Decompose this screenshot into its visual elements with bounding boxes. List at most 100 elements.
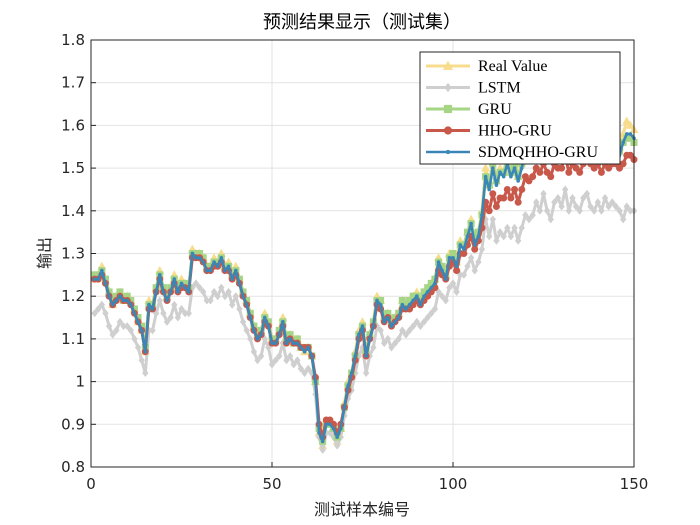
data-point xyxy=(587,202,594,211)
data-point xyxy=(389,324,394,328)
data-point xyxy=(360,324,365,328)
data-point xyxy=(136,320,140,324)
data-point xyxy=(554,193,562,202)
data-point xyxy=(178,305,185,314)
data-point xyxy=(462,247,466,252)
data-point xyxy=(467,253,475,262)
data-point xyxy=(183,285,187,290)
legend: Real Value LSTM GRU HHO-GRU SDMQHHO-GRU xyxy=(419,51,621,165)
data-point xyxy=(131,334,138,343)
data-point xyxy=(328,422,332,427)
data-point xyxy=(443,277,448,281)
data-point xyxy=(507,194,515,202)
data-point xyxy=(362,369,370,378)
data-point xyxy=(494,183,499,187)
data-point xyxy=(196,283,203,292)
data-point xyxy=(536,168,544,176)
data-point xyxy=(215,264,220,269)
data-point xyxy=(516,179,520,183)
data-point xyxy=(349,371,354,375)
data-point xyxy=(310,354,314,358)
data-point xyxy=(118,294,122,299)
data-point xyxy=(449,279,457,288)
data-point xyxy=(621,140,625,145)
ticks: 0 50 100 150 0.8 0.9 1 1.1 1.2 1.3 1.4 1.5 1.6 1.7 1.8 xyxy=(61,31,648,493)
data-point xyxy=(475,258,482,267)
legend-marker xyxy=(442,60,454,70)
data-point xyxy=(306,345,311,350)
data-point xyxy=(200,287,207,296)
data-point xyxy=(109,330,116,339)
data-point xyxy=(100,268,104,273)
data-point xyxy=(449,250,457,257)
data-point xyxy=(478,245,486,254)
y-tick-label: 0.8 xyxy=(61,458,85,476)
data-point xyxy=(207,296,214,305)
data-point xyxy=(270,341,274,345)
data-point xyxy=(218,283,225,292)
data-point xyxy=(485,232,493,241)
data-point xyxy=(543,206,551,215)
data-point xyxy=(512,166,517,170)
data-point xyxy=(417,322,424,331)
data-point xyxy=(165,298,169,303)
data-point xyxy=(547,173,555,181)
data-point xyxy=(447,255,452,260)
data-point xyxy=(338,426,343,431)
data-point xyxy=(208,268,213,273)
data-point xyxy=(150,307,155,311)
data-point xyxy=(186,290,191,294)
data-point xyxy=(324,422,329,427)
data-point xyxy=(491,166,495,170)
data-point xyxy=(254,356,261,365)
data-point xyxy=(161,290,166,294)
legend-label: GRU xyxy=(478,101,512,118)
data-point xyxy=(333,441,341,450)
data-point xyxy=(409,322,417,331)
data-point xyxy=(107,294,111,299)
data-point xyxy=(453,287,460,296)
data-point xyxy=(272,356,279,365)
data-point xyxy=(431,305,439,314)
y-axis-label: 输出 xyxy=(35,237,54,269)
data-point xyxy=(96,277,101,281)
data-point xyxy=(225,287,232,296)
data-point xyxy=(172,277,177,281)
x-tick-label: 150 xyxy=(620,475,649,493)
data-point xyxy=(622,116,632,125)
data-point xyxy=(219,255,224,260)
data-point xyxy=(147,302,151,307)
data-point xyxy=(286,351,294,360)
data-point xyxy=(501,174,506,179)
data-point xyxy=(576,206,583,215)
data-point xyxy=(247,334,254,343)
data-point xyxy=(142,369,149,378)
data-point xyxy=(262,315,267,320)
data-point xyxy=(176,290,180,294)
data-point xyxy=(132,311,137,316)
data-point xyxy=(458,243,463,247)
data-point xyxy=(489,215,497,224)
data-point xyxy=(420,317,428,326)
data-point xyxy=(190,251,195,256)
data-point xyxy=(295,341,300,345)
data-point xyxy=(529,211,536,220)
data-point xyxy=(331,426,336,431)
data-point xyxy=(612,202,620,211)
data-point xyxy=(402,330,410,339)
data-point xyxy=(396,315,401,320)
data-point xyxy=(442,296,449,305)
data-point xyxy=(518,185,526,193)
data-point xyxy=(400,302,405,307)
data-point xyxy=(192,279,200,288)
y-tick-label: 1.3 xyxy=(61,245,85,263)
data-point xyxy=(411,298,415,303)
data-point xyxy=(609,198,616,207)
data-point xyxy=(92,277,97,281)
y-tick-label: 1.8 xyxy=(61,31,85,49)
x-tick-label: 0 xyxy=(86,475,96,493)
data-point xyxy=(319,445,326,454)
data-point xyxy=(167,313,174,322)
data-point xyxy=(212,260,216,264)
data-point xyxy=(619,160,627,168)
